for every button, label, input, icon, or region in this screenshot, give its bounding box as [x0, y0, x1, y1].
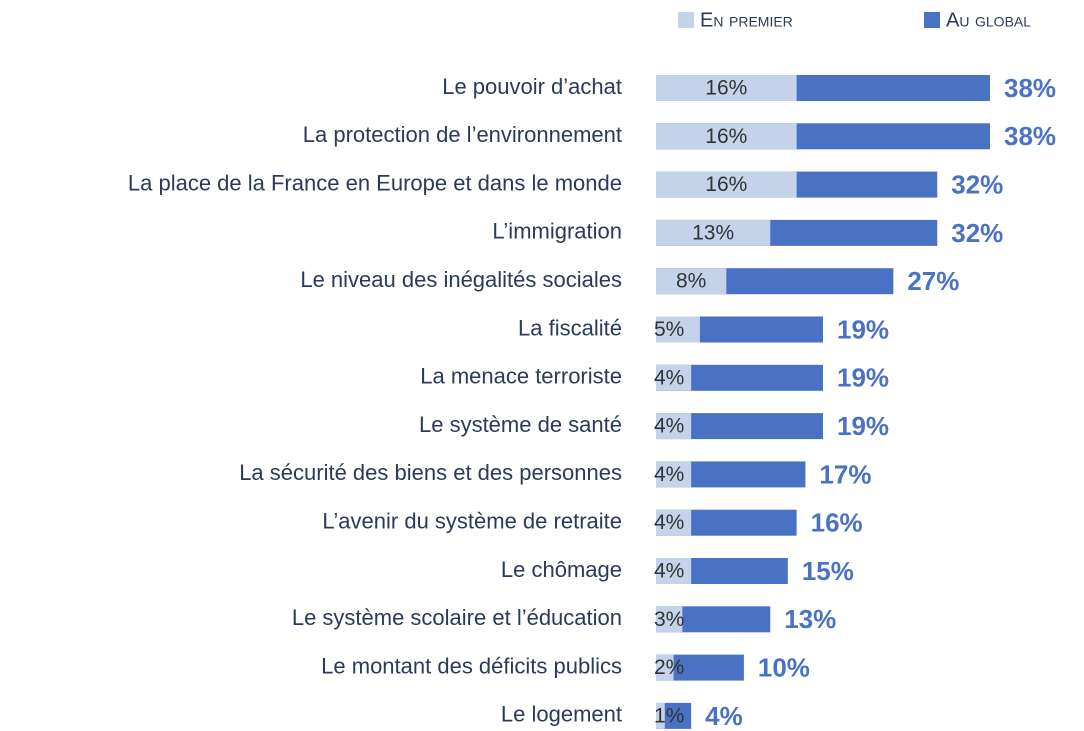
bar [656, 558, 692, 584]
bar [656, 219, 771, 246]
category-label: Le logement [501, 702, 622, 727]
category-label: La menace terroriste [420, 364, 622, 389]
legend-swatch [924, 12, 940, 28]
bar [656, 75, 797, 101]
value-label: 4% [654, 463, 684, 486]
value-label: 4% [654, 415, 684, 438]
category-label: L’avenir du système de retraite [322, 509, 622, 534]
bar [656, 364, 692, 391]
bar [656, 461, 692, 488]
value-label: 38% [1004, 121, 1056, 151]
legend-label: En premier [700, 9, 793, 31]
category-label: La sécurité des biens et des personnes [239, 460, 622, 485]
value-label: 2% [654, 656, 684, 679]
bar [656, 509, 692, 536]
value-label: 3% [654, 608, 684, 631]
value-label: 17% [819, 459, 871, 489]
value-label: 13% [692, 221, 734, 244]
value-label: 4% [654, 511, 684, 534]
value-label: 16% [705, 125, 747, 148]
value-label: 5% [654, 318, 684, 341]
category-label: La fiscalité [518, 315, 622, 340]
bar [656, 413, 692, 440]
value-label: 16% [811, 508, 863, 538]
value-label: 8% [676, 270, 706, 293]
bar [656, 171, 797, 198]
value-label: 19% [837, 314, 889, 344]
value-label: 1% [654, 704, 684, 727]
category-label: La place de la France en Europe et dans … [128, 170, 622, 195]
value-label: 4% [705, 701, 743, 731]
legend-swatch [678, 12, 694, 28]
bar [656, 123, 797, 150]
category-label: Le montant des déficits publics [321, 653, 622, 678]
bar [656, 316, 700, 343]
value-label: 4% [654, 560, 684, 583]
value-label: 19% [837, 363, 889, 393]
value-label: 13% [784, 604, 836, 634]
value-label: 38% [1004, 73, 1056, 103]
category-label: Le niveau des inégalités sociales [300, 267, 622, 292]
bar [656, 606, 683, 633]
value-label: 4% [654, 366, 684, 389]
category-label: Le système de santé [419, 412, 622, 437]
bar [656, 654, 674, 681]
bar [656, 702, 665, 729]
category-label: Le système scolaire et l’éducation [292, 605, 622, 630]
value-label: 10% [758, 652, 810, 682]
value-label: 32% [951, 169, 1003, 199]
category-label: Le chômage [501, 557, 622, 582]
value-label: 15% [802, 556, 854, 586]
category-label: L’immigration [492, 219, 622, 244]
value-label: 16% [705, 173, 747, 196]
value-label: 19% [837, 411, 889, 441]
value-label: 27% [907, 266, 959, 296]
value-label: 16% [705, 77, 747, 100]
category-label: La protection de l’environnement [303, 122, 622, 147]
bar [656, 268, 727, 295]
value-label: 32% [951, 218, 1003, 248]
category-label: Le pouvoir d’achat [442, 74, 622, 99]
legend-label: Au global [946, 9, 1031, 31]
